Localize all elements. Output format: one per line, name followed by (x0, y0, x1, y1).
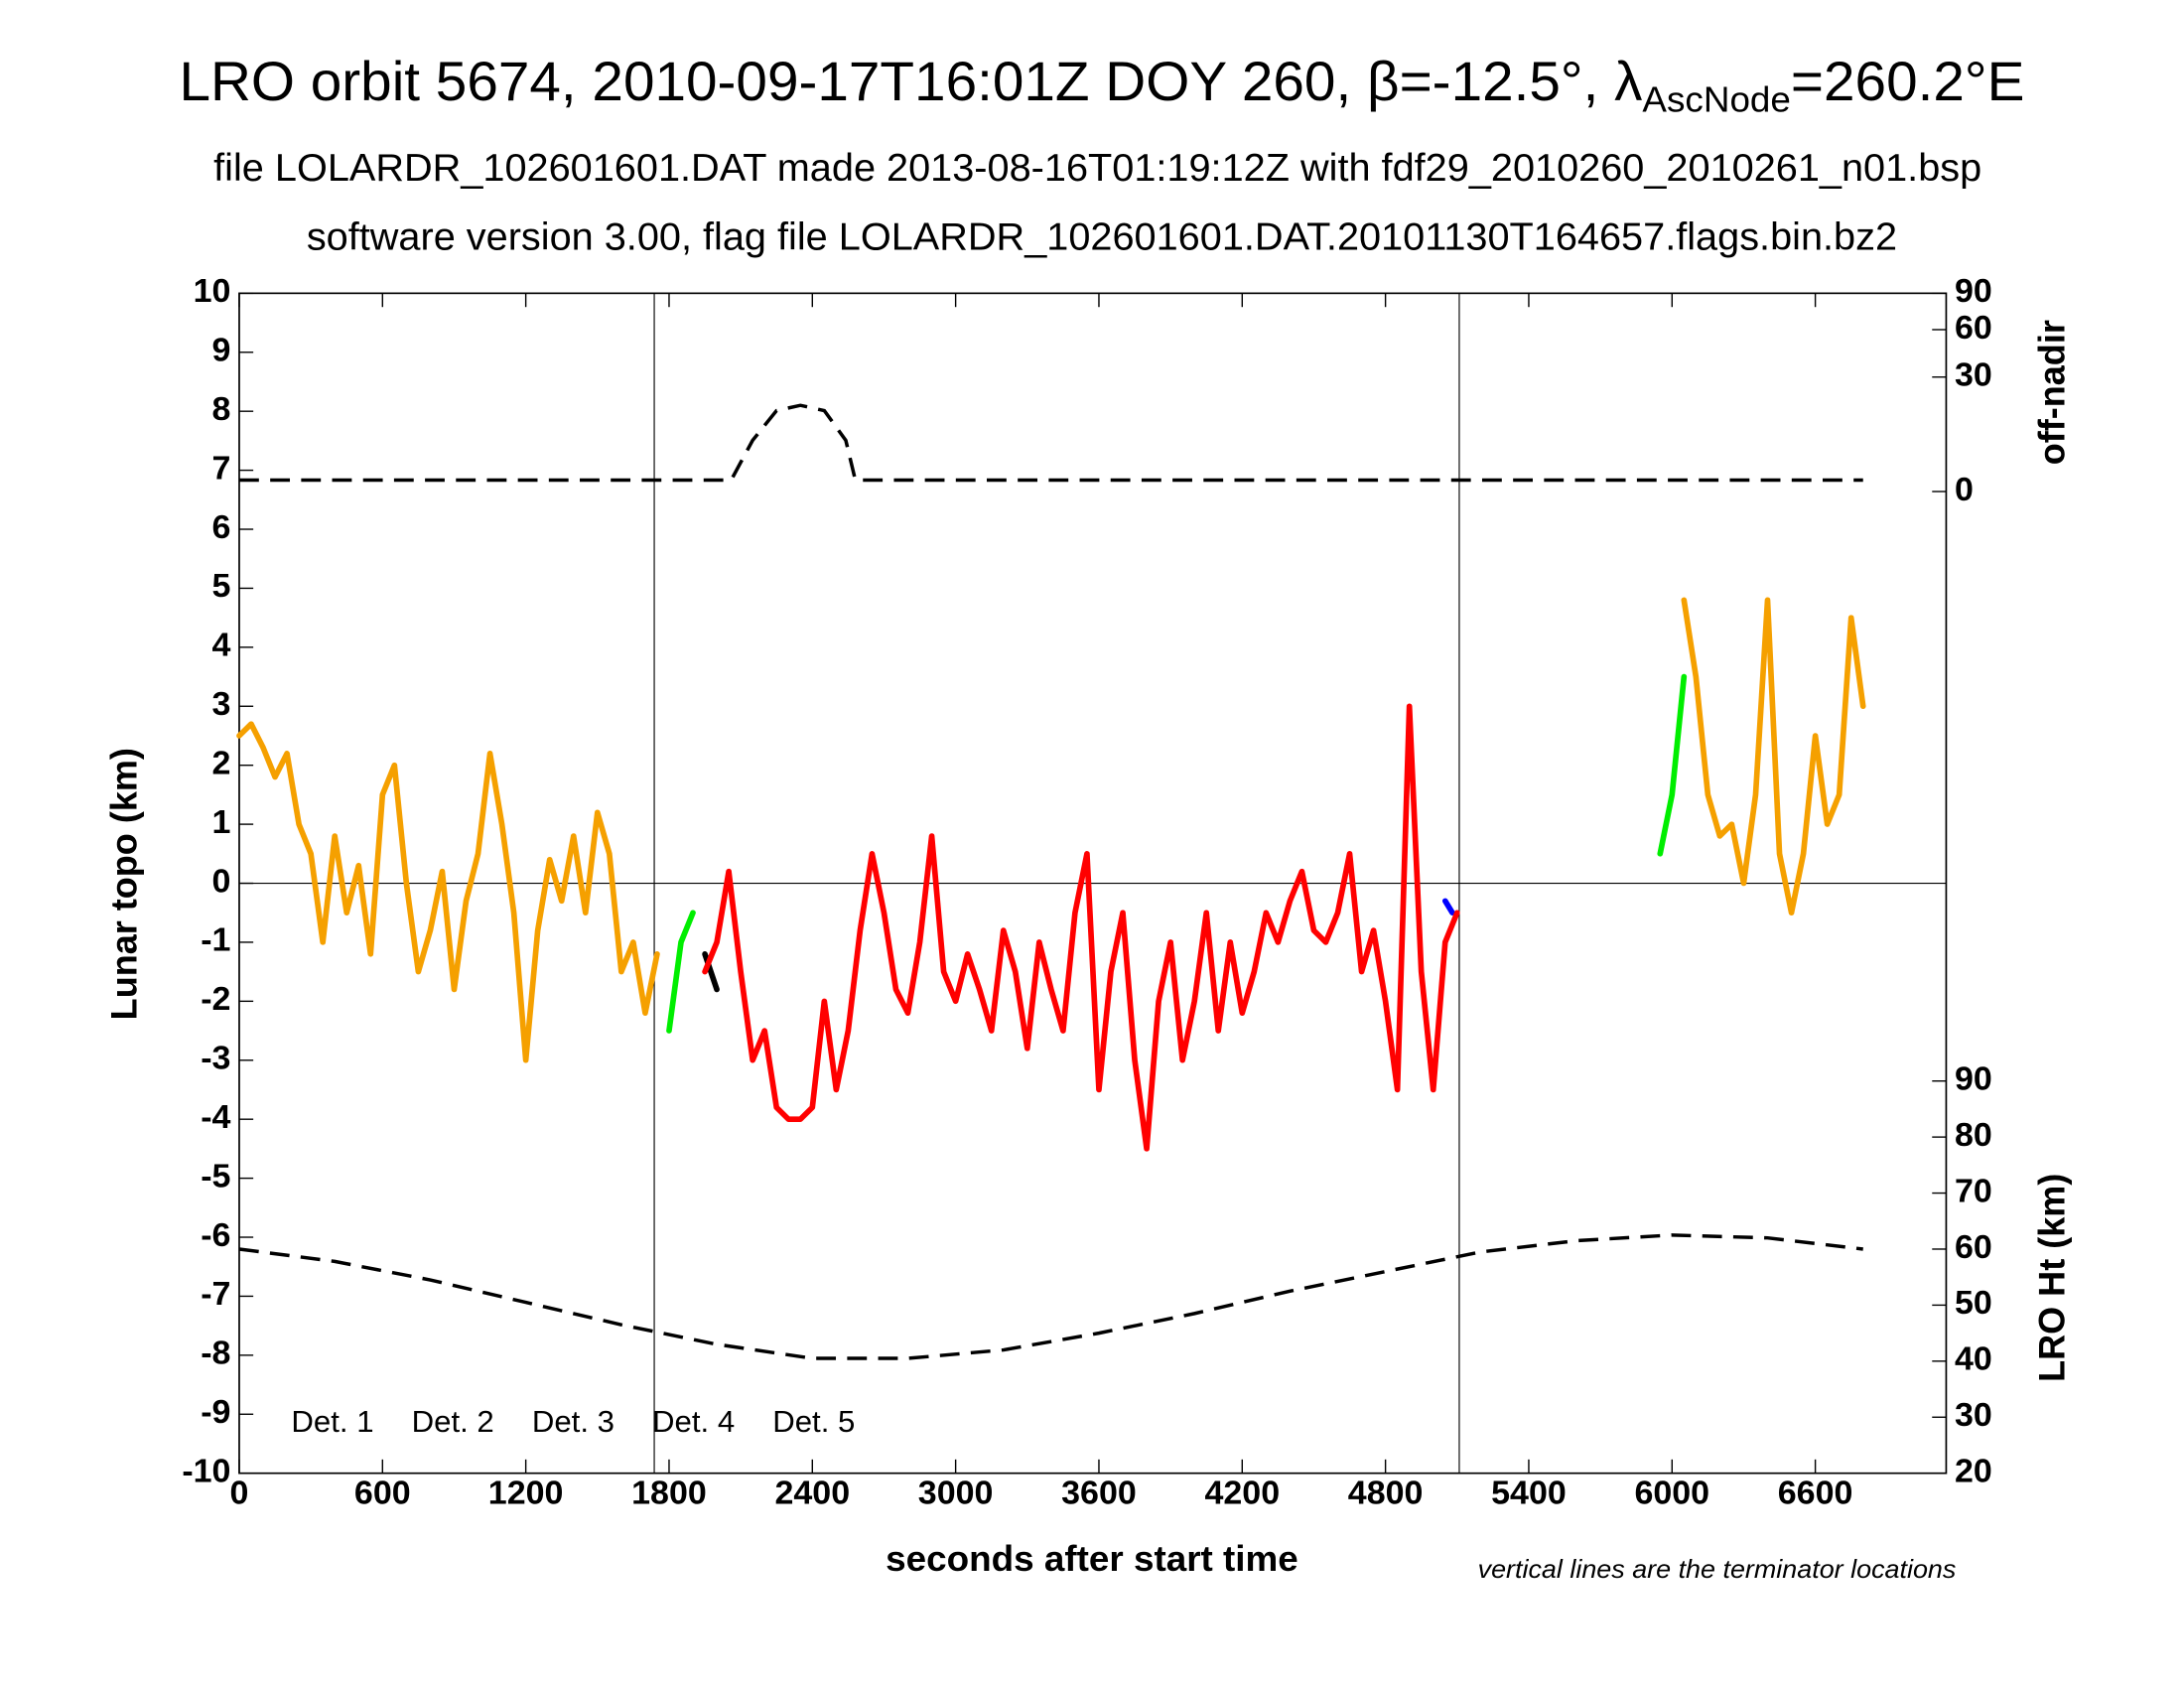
y2-tick-label: 50 (1955, 1286, 1992, 1323)
title-main: LRO orbit 5674, 2010-09-17T16:01Z DOY 26… (179, 50, 1642, 111)
y-tick-label: -3 (201, 1041, 230, 1077)
chart-title: LRO orbit 5674, 2010-09-17T16:01Z DOY 26… (179, 50, 2024, 119)
y-tick-label: 6 (212, 509, 231, 546)
y3-tick-label: 60 (1955, 310, 1992, 347)
x-tick-label: 3000 (918, 1476, 994, 1512)
legend-entry: Det. 2 (412, 1404, 494, 1439)
x-tick-label: 0 (230, 1476, 249, 1512)
y2-tick-label: 60 (1955, 1229, 1992, 1266)
y-tick-label: -4 (201, 1099, 231, 1136)
x-tick-label: 3600 (1061, 1476, 1137, 1512)
y-tick-label: 1 (212, 804, 231, 841)
title-subscript: AscNode (1642, 78, 1790, 119)
x-tick-label: 6600 (1778, 1476, 1853, 1512)
x-tick-label: 4800 (1348, 1476, 1424, 1512)
y-tick-label: -5 (201, 1159, 230, 1196)
x-axis-label: seconds after start time (886, 1538, 1298, 1579)
legend-entry: Det. 4 (652, 1404, 735, 1439)
x-tick-label: 4200 (1204, 1476, 1280, 1512)
y3-tick-label: 90 (1955, 273, 1992, 310)
y2-tick-label: 40 (1955, 1341, 1992, 1378)
y-tick-label: 3 (212, 686, 231, 723)
y2-tick-label: 80 (1955, 1117, 1992, 1154)
y2-tick-label: 30 (1955, 1397, 1992, 1434)
x-tick-label: 2400 (774, 1476, 850, 1512)
topo-series (702, 703, 1460, 1152)
y2-axis-label: LRO Ht (km) (2031, 1174, 2072, 1382)
y2-tick-label: 90 (1955, 1061, 1992, 1098)
topo-series (1441, 898, 1455, 916)
height-line (238, 1233, 1863, 1360)
x-tick-label: 1200 (488, 1476, 564, 1512)
y2-tick-label: 70 (1955, 1174, 1992, 1210)
y-tick-label: -7 (201, 1277, 230, 1314)
legend-entry: Det. 3 (532, 1404, 614, 1439)
subtitle: software version 3.00, flag file LOLARDR… (307, 215, 1897, 259)
x-tick-label: 5400 (1491, 1476, 1567, 1512)
y-tick-label: 9 (212, 333, 231, 369)
topo-series (236, 721, 660, 1063)
subtitle: file LOLARDR_102601601.DAT made 2013-08-… (213, 147, 1981, 191)
y-tick-label: -1 (201, 922, 230, 959)
topo-series (1681, 597, 1866, 916)
y3-axis-label: off-nadir (2031, 320, 2072, 465)
y-tick-label: -8 (201, 1336, 230, 1372)
y-tick-label: -6 (201, 1217, 230, 1254)
y-tick-label: 2 (212, 746, 231, 782)
x-tick-label: 600 (354, 1476, 411, 1512)
note: vertical lines are the terminator locati… (1478, 1554, 1957, 1584)
topo-series (1657, 673, 1688, 857)
x-tick-label: 6000 (1634, 1476, 1709, 1512)
y3-tick-label: 30 (1955, 357, 1992, 394)
y-tick-label: 5 (212, 569, 231, 606)
y-tick-label: -10 (182, 1454, 230, 1490)
y-tick-label: 10 (194, 273, 231, 310)
y2-tick-label: 20 (1955, 1454, 1992, 1490)
y-tick-label: 7 (212, 451, 231, 488)
y-tick-label: -9 (201, 1394, 230, 1431)
legend-entry: Det. 5 (772, 1404, 855, 1439)
y-axis-label: Lunar topo (km) (103, 748, 144, 1020)
title-end: =260.2°E (1791, 50, 2024, 111)
y3-tick-label: 0 (1955, 472, 1974, 508)
off-nadir-line (238, 403, 1863, 483)
legend-entry: Det. 1 (291, 1404, 373, 1439)
y-tick-label: 8 (212, 391, 231, 428)
y-tick-label: -2 (201, 981, 230, 1018)
topo-series (666, 910, 696, 1034)
y-tick-label: 4 (212, 628, 231, 664)
y-tick-label: 0 (212, 864, 231, 901)
x-tick-label: 1800 (631, 1476, 707, 1512)
